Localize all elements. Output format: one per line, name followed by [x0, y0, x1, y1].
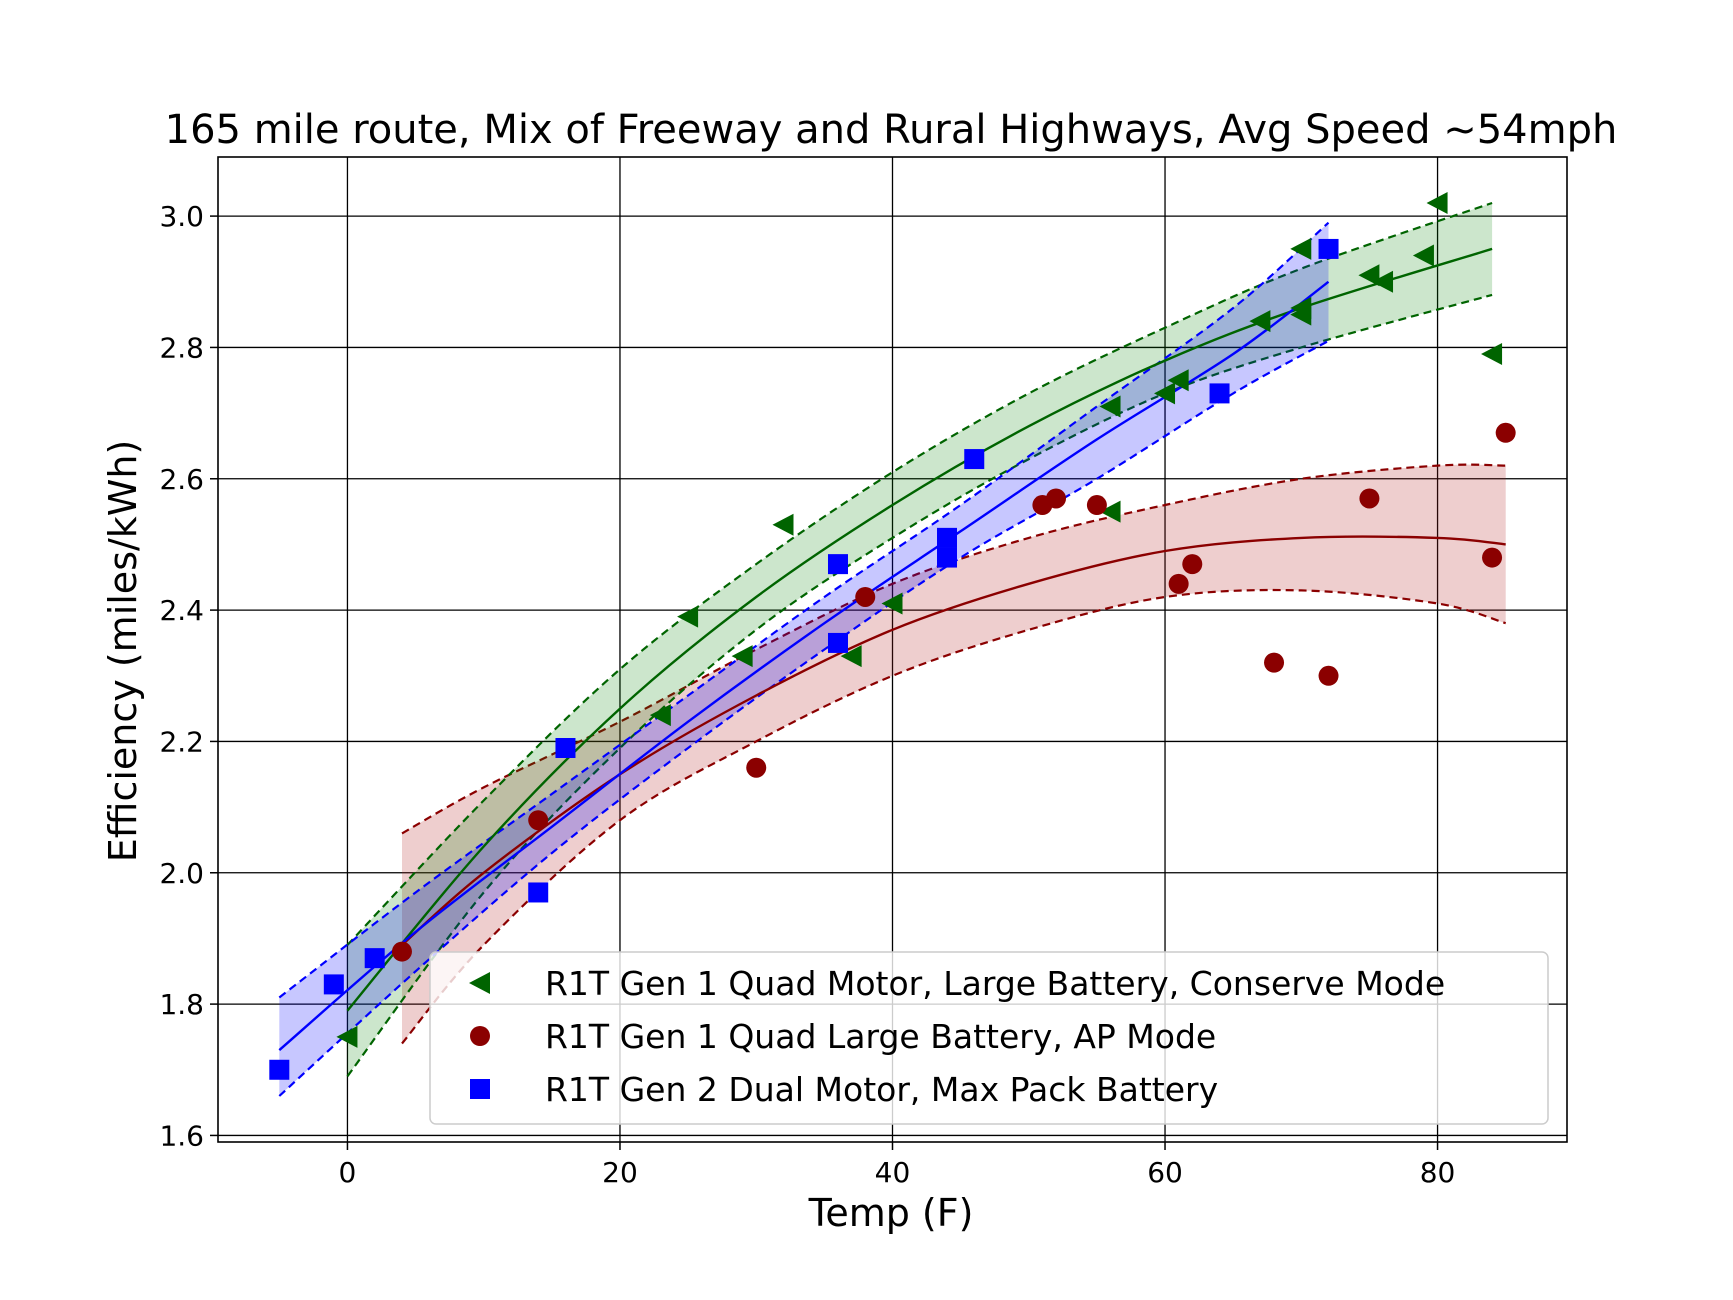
- band-upper-edge: [278, 221, 1330, 999]
- confidence-band: [279, 222, 1329, 1096]
- data-point: [677, 605, 699, 628]
- legend-marker: [470, 1079, 490, 1099]
- x-axis-label: Temp (F): [808, 1191, 974, 1235]
- chart-title: 165 mile route, Mix of Freeway and Rural…: [165, 107, 1618, 153]
- data-point: [1318, 238, 1339, 259]
- data-point: [731, 645, 753, 668]
- data-point: [937, 547, 958, 568]
- y-axis-ticks: 1.6 1.8 2.0 2.2 2.4 2.6 2.8 3.0: [159, 200, 218, 1152]
- data-point: [269, 1059, 290, 1080]
- band-lower-edge: [278, 339, 1330, 1097]
- legend-label-gen2: R1T Gen 2 Dual Motor, Max Pack Battery: [545, 1070, 1218, 1109]
- data-point: [528, 882, 549, 903]
- data-point: [1318, 665, 1339, 686]
- x-tick-label: 0: [339, 1156, 357, 1189]
- confidence-band: [402, 464, 1506, 1044]
- x-tick-label: 60: [1147, 1156, 1183, 1189]
- legend-marker: [470, 1026, 490, 1046]
- grid: [218, 157, 1567, 1142]
- data-point: [964, 449, 985, 470]
- band-upper-edge: [346, 201, 1493, 946]
- legend: R1T Gen 1 Quad Motor, Large Battery, Con…: [429, 951, 1549, 1125]
- data-point: [1099, 500, 1121, 523]
- data-point: [1168, 573, 1189, 594]
- legend-box: [429, 951, 1549, 1125]
- data-point: [1099, 395, 1121, 418]
- data-point: [1372, 270, 1394, 293]
- data-point: [1046, 488, 1067, 509]
- data-point: [1154, 382, 1176, 405]
- y-tick-label: 2.8: [159, 331, 204, 364]
- data-point: [827, 632, 848, 653]
- data-point: [391, 941, 412, 962]
- data-point: [1182, 554, 1203, 575]
- legend-label-gen1-conserve: R1T Gen 1 Quad Motor, Large Battery, Con…: [545, 964, 1445, 1003]
- band-lower-edge: [346, 293, 1493, 1077]
- y-tick-label: 2.4: [159, 594, 204, 627]
- data-point: [840, 645, 862, 668]
- x-tick-label: 20: [602, 1156, 638, 1189]
- data-point: [555, 738, 576, 758]
- data-point: [937, 527, 958, 548]
- y-tick-label: 2.0: [159, 857, 204, 890]
- data-point: [772, 513, 794, 536]
- data-point: [1167, 369, 1189, 392]
- fit-curve: [401, 535, 1506, 946]
- data-point: [336, 1025, 358, 1048]
- data-point: [746, 757, 767, 778]
- data-point: [528, 810, 549, 831]
- data-point: [855, 586, 876, 607]
- data-point: [1290, 237, 1312, 260]
- data-point: [1481, 343, 1503, 365]
- data-point: [1264, 652, 1285, 673]
- data-point: [1209, 383, 1230, 404]
- x-tick-label: 40: [875, 1156, 911, 1189]
- data-point: [827, 554, 848, 575]
- y-tick-label: 2.6: [159, 463, 204, 496]
- legend-label-gen1-ap: R1T Gen 1 Quad Large Battery, AP Mode: [545, 1017, 1216, 1056]
- confidence-band: [347, 203, 1493, 1077]
- y-tick-label: 1.6: [159, 1119, 204, 1152]
- data-point: [1290, 297, 1312, 320]
- data-points: [269, 191, 1516, 1080]
- y-tick-label: 1.8: [159, 988, 204, 1021]
- data-point: [1359, 488, 1380, 509]
- data-point: [1482, 547, 1503, 568]
- data-point: [881, 592, 903, 615]
- data-point: [649, 704, 671, 727]
- confidence-bands: [278, 201, 1506, 1097]
- legend-marker: [469, 972, 490, 994]
- data-point: [364, 948, 385, 969]
- y-tick-label: 2.2: [159, 725, 204, 758]
- legend-markers: [469, 972, 490, 1099]
- x-axis-ticks: 0 20 40 60 80: [339, 1142, 1456, 1189]
- y-axis-label: Efficiency (miles/kWh): [101, 440, 145, 863]
- x-tick-label: 80: [1420, 1156, 1456, 1189]
- data-point: [1495, 422, 1516, 443]
- data-point: [1086, 495, 1107, 516]
- data-point: [1249, 310, 1271, 333]
- y-tick-label: 3.0: [159, 200, 204, 233]
- data-point: [323, 974, 344, 995]
- data-point: [1426, 191, 1448, 214]
- data-point: [1412, 244, 1434, 267]
